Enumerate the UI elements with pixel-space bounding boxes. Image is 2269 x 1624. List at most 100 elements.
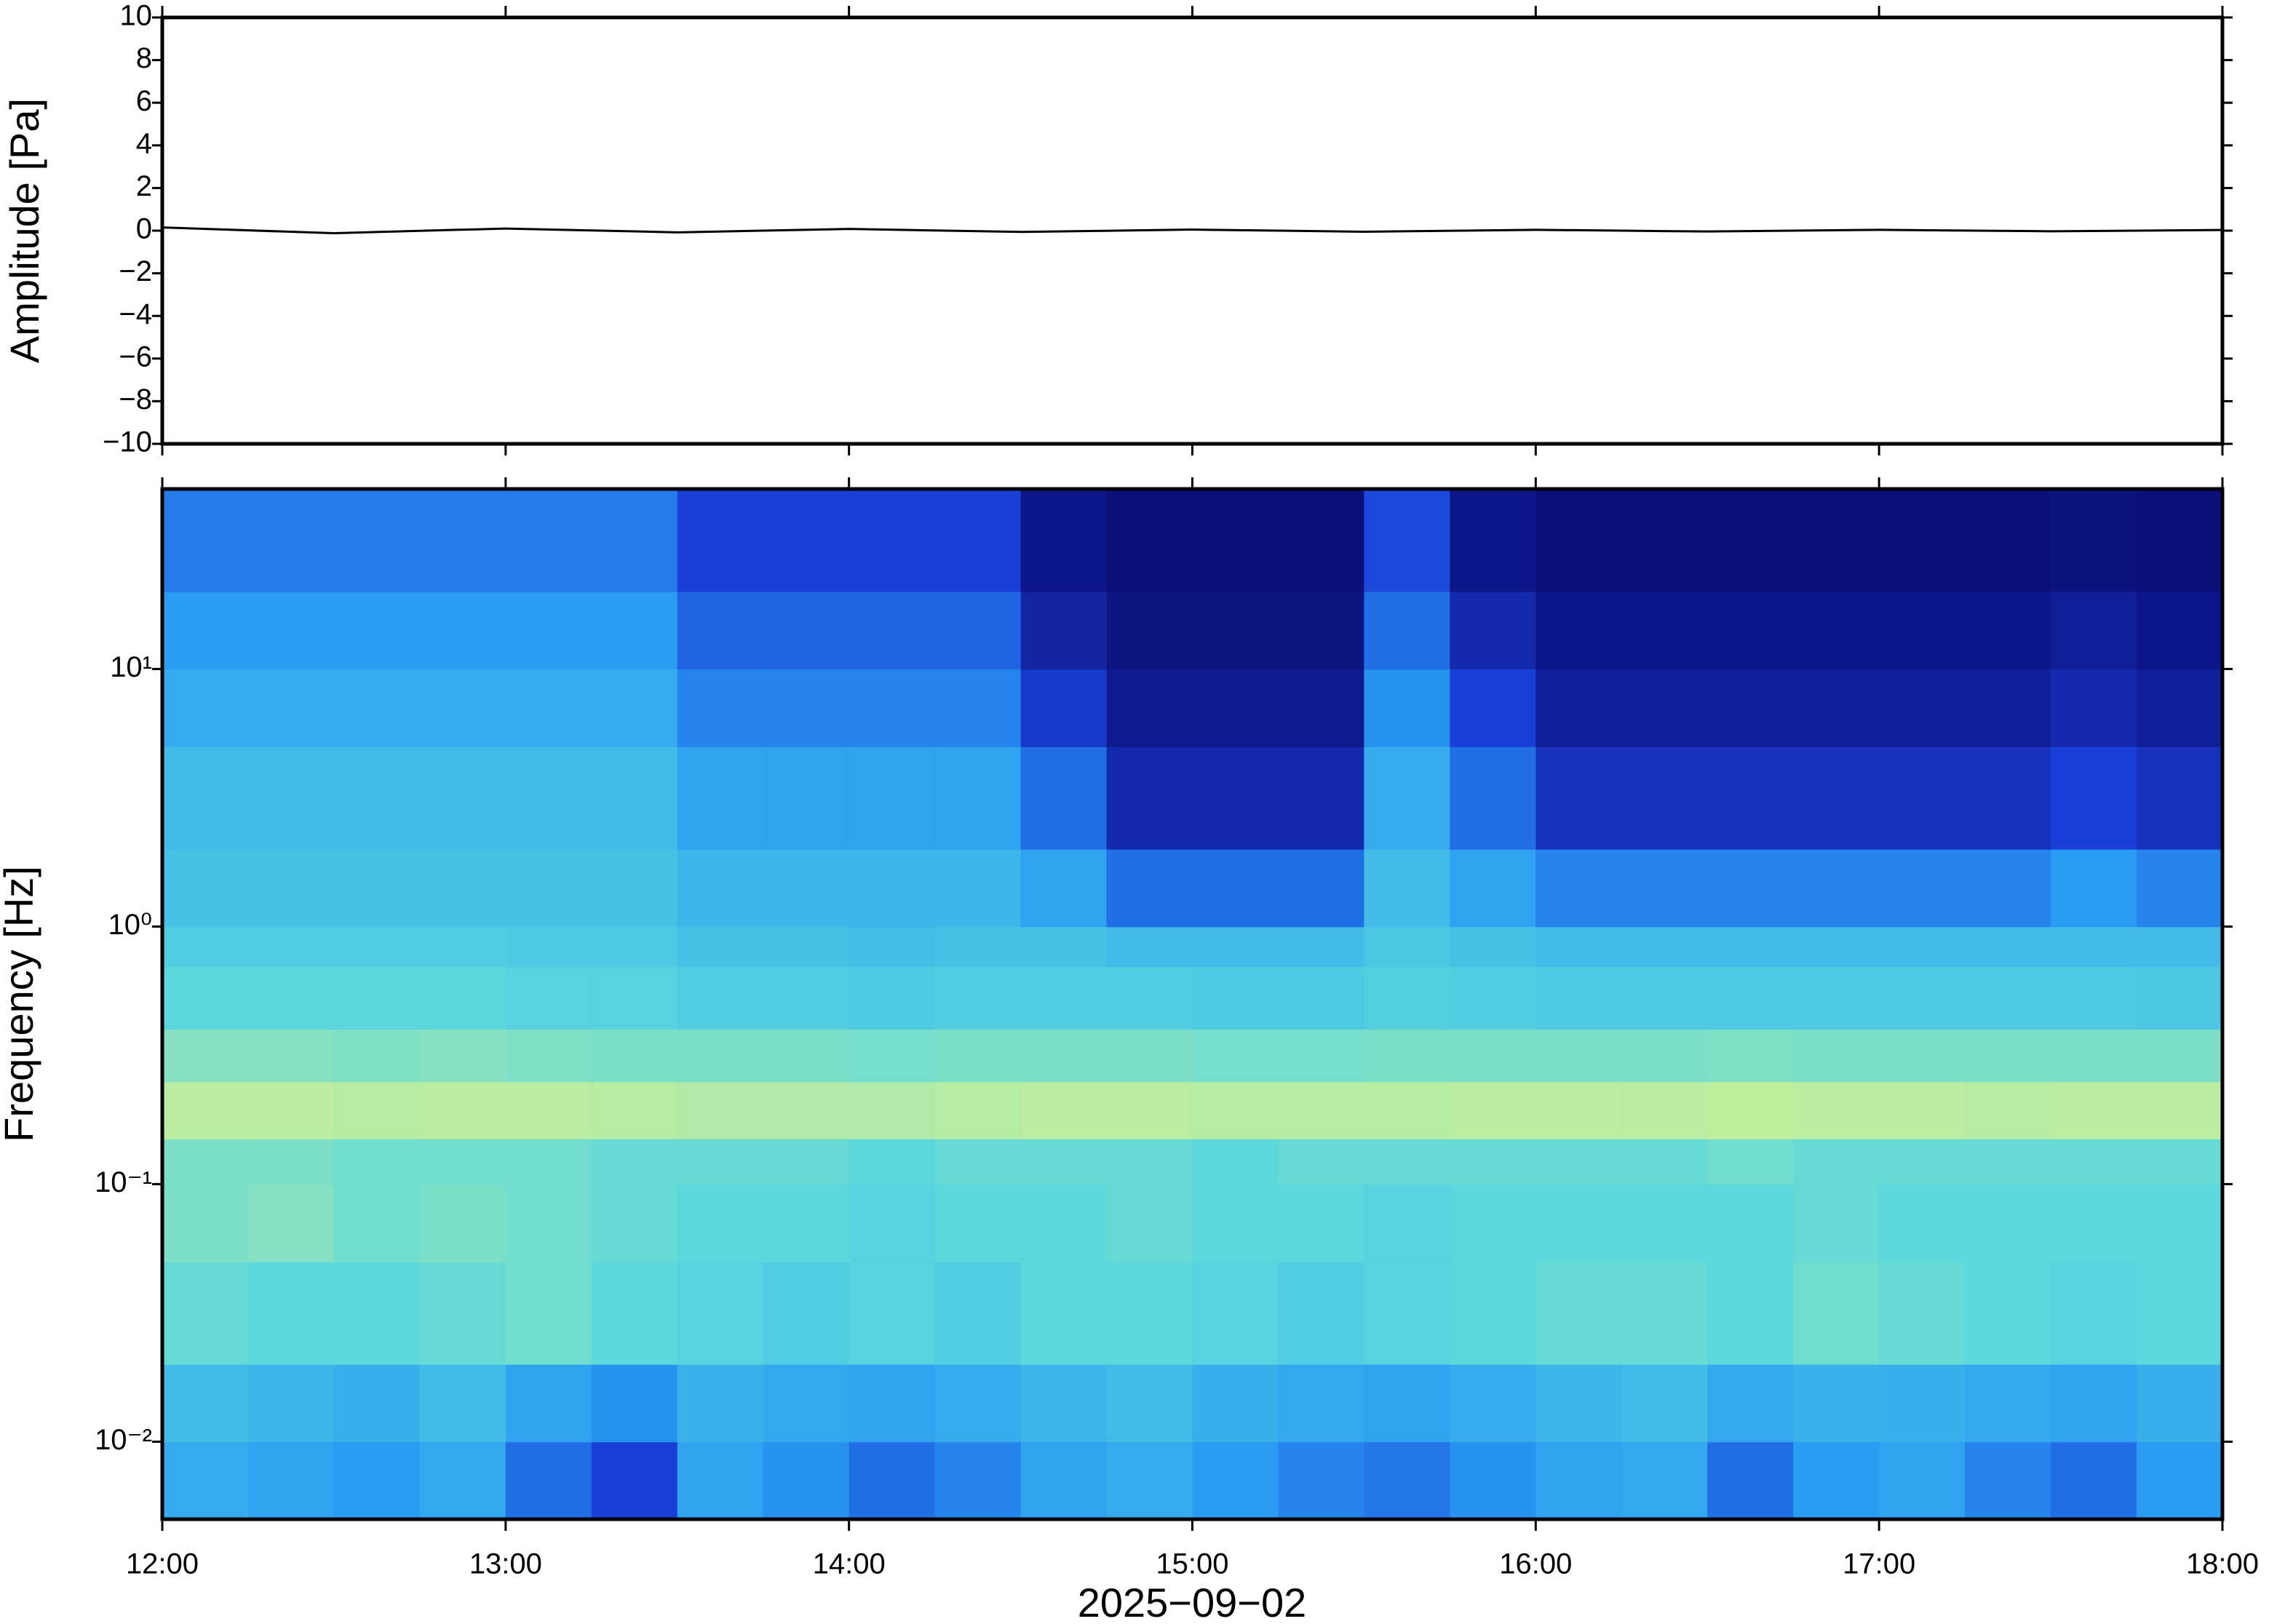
spectrogram-cell: [1535, 1029, 1623, 1083]
spectrogram-cell: [1879, 1081, 1966, 1139]
spectrogram-cell: [1707, 1081, 1795, 1139]
spectrogram-cell: [677, 489, 764, 592]
spectrogram-cell: [763, 1441, 850, 1520]
spectrogram-cell: [1364, 966, 1451, 1030]
spectrogram-cell: [1965, 669, 2051, 747]
spectrogram-cell: [247, 1139, 335, 1185]
spectrogram-cell: [505, 1029, 592, 1083]
spectrogram-cell: [1707, 669, 1795, 747]
spectrogram-cell: [1364, 1029, 1451, 1083]
spectrogram-cell: [763, 1029, 850, 1083]
spectrogram-cell: [1707, 1441, 1795, 1520]
spectrogram-cell: [419, 1139, 506, 1185]
spectrogram-cell: [2137, 1081, 2223, 1139]
spectrogram-cell: [934, 926, 1022, 968]
spectrogram-cell: [419, 1262, 506, 1365]
spectrogram-cell: [763, 1262, 850, 1365]
spectrogram-cell: [1879, 1139, 1966, 1185]
spectrogram-cell: [2137, 489, 2223, 592]
spectrogram-cell: [1707, 1184, 1795, 1262]
spectrogram-cell: [677, 747, 764, 850]
spectrogram-cell: [1707, 1364, 1795, 1443]
spectrogram-cell: [333, 1184, 421, 1262]
spectrogram-cell: [1450, 1262, 1537, 1365]
spectrogram-cell: [419, 1184, 506, 1262]
spectrogram-cell: [1106, 848, 1193, 928]
spectrogram-cell: [2051, 1262, 2137, 1365]
spectrogram-cell: [2051, 1184, 2137, 1262]
spectrogram-cell: [1450, 1139, 1537, 1185]
spectrogram-cell: [1278, 669, 1365, 747]
spectrogram-cell: [1106, 966, 1193, 1030]
spectrogram-cell: [247, 669, 335, 747]
spectrogram-cell: [1621, 591, 1709, 670]
spectrogram-cell: [1106, 1081, 1193, 1139]
spectrogram-cell: [763, 1184, 850, 1262]
spectrogram-cell: [591, 926, 678, 968]
spectrogram-cell: [1879, 747, 1966, 850]
spectrogram-cell: [505, 1139, 592, 1185]
y-tick-label: 0: [136, 213, 152, 245]
panel-frame: [160, 15, 2225, 446]
y-axis-title: Amplitude [Pa]: [1, 98, 47, 363]
spectrogram-cell: [1621, 1139, 1709, 1185]
spectrogram-cell: [591, 1184, 678, 1262]
spectrogram-cell: [162, 1262, 249, 1365]
spectrogram: [162, 489, 2223, 1520]
spectrogram-cell: [505, 966, 592, 1030]
spectrogram-cell: [849, 1364, 936, 1443]
spectrogram-cell: [1707, 747, 1795, 850]
spectrogram-cell: [1793, 1139, 1880, 1185]
spectrogram-cell: [1793, 1184, 1880, 1262]
spectrogram-cell: [849, 1262, 936, 1365]
spectrogram-cell: [1707, 1139, 1795, 1185]
spectrogram-cell: [2137, 1262, 2223, 1365]
spectrogram-cell: [1192, 966, 1279, 1030]
spectrogram-cell: [763, 489, 850, 592]
spectrogram-cell: [677, 1029, 764, 1083]
spectrogram-cell: [849, 591, 936, 670]
spectrogram-cell: [1535, 966, 1623, 1030]
y-tick-label: −8: [119, 383, 152, 415]
spectrogram-cell: [1879, 669, 1966, 747]
spectrogram-cell: [162, 1081, 249, 1139]
spectrogram-cell: [934, 1081, 1022, 1139]
spectrogram-cell: [1020, 1262, 1108, 1365]
spectrogram-cell: [677, 1441, 764, 1520]
spectrogram-cell: [677, 966, 764, 1030]
x-tick-label: 13:00: [469, 1548, 542, 1580]
spectrogram-cell: [591, 489, 678, 592]
x-tick-label: 12:00: [126, 1548, 199, 1580]
spectrogram-cell: [2051, 1364, 2137, 1443]
spectrogram-cell: [1621, 966, 1709, 1030]
spectrogram-cell: [1965, 1262, 2051, 1365]
spectrogram-cell: [1450, 1184, 1537, 1262]
spectrogram-cell: [1965, 926, 2051, 968]
spectrogram-cell: [1535, 1441, 1623, 1520]
spectrogram-cell: [419, 669, 506, 747]
spectrogram-cell: [1450, 1029, 1537, 1083]
spectrogram-cell: [1535, 669, 1623, 747]
spectrogram-cell: [1621, 1262, 1709, 1365]
spectrogram-cell: [505, 1364, 592, 1443]
spectrogram-cell: [1965, 848, 2051, 928]
spectrogram-cell: [1106, 669, 1193, 747]
spectrogram-cell: [247, 1364, 335, 1443]
spectrogram-cell: [1621, 669, 1709, 747]
spectrogram-cell: [1965, 591, 2051, 670]
spectrogram-cell: [1707, 489, 1795, 592]
spectrogram-cell: [1535, 1364, 1623, 1443]
spectrogram-cell: [2051, 848, 2137, 928]
spectrogram-cell: [1020, 1364, 1108, 1443]
spectrogram-cell: [2137, 1139, 2223, 1185]
spectrogram-cell: [162, 926, 249, 968]
spectrogram-cell: [1535, 747, 1623, 850]
spectrogram-cell: [1364, 591, 1451, 670]
y-axis-title: Frequency [Hz]: [0, 866, 41, 1142]
spectrogram-cell: [763, 926, 850, 968]
spectrogram-cell: [1020, 1081, 1108, 1139]
spectrogram-cell: [1450, 1364, 1537, 1443]
spectrogram-cell: [1278, 966, 1365, 1030]
spectrogram-cell: [1364, 1184, 1451, 1262]
spectrogram-cell: [1364, 1139, 1451, 1185]
